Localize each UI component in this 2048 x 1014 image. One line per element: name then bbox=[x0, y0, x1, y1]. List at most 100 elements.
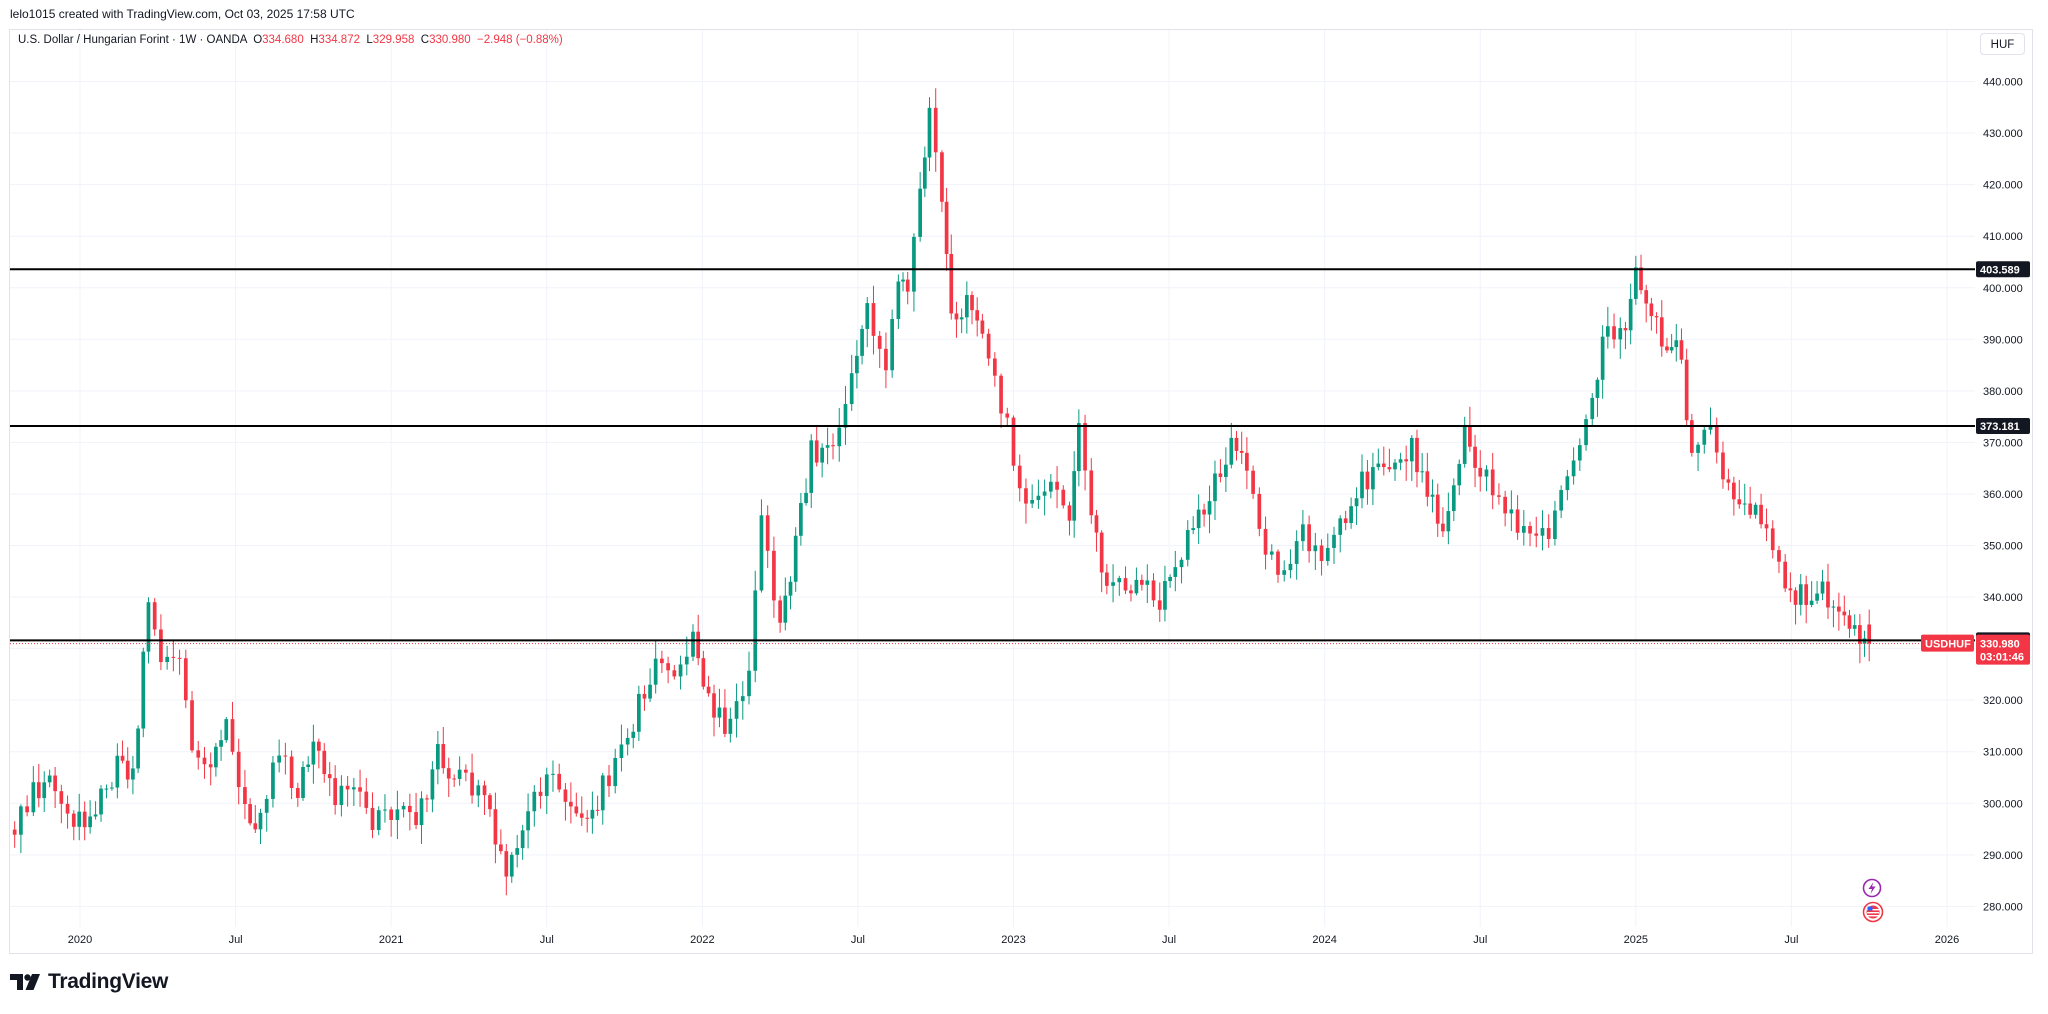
candle bbox=[19, 804, 23, 854]
candle-body bbox=[42, 782, 47, 799]
candle bbox=[1815, 581, 1819, 605]
legend-low-label: L bbox=[366, 34, 373, 46]
price-axis: 280.000290.000300.000310.000320.000330.0… bbox=[1983, 77, 2023, 914]
candle bbox=[1325, 533, 1330, 566]
candle bbox=[585, 809, 590, 833]
candle-body bbox=[358, 787, 362, 792]
candle-body bbox=[1534, 533, 1539, 536]
us-flag-icon[interactable] bbox=[1862, 901, 1884, 923]
candle bbox=[788, 576, 793, 610]
candle-body bbox=[1742, 503, 1747, 505]
candle bbox=[230, 701, 235, 755]
candle-body bbox=[569, 801, 573, 807]
candle bbox=[944, 187, 949, 271]
candle bbox=[653, 640, 658, 694]
candle bbox=[1721, 441, 1725, 489]
currency-button[interactable]: HUF bbox=[1980, 33, 2025, 55]
candle bbox=[574, 792, 579, 817]
candle bbox=[1689, 413, 1694, 457]
candle bbox=[1338, 515, 1343, 553]
candle bbox=[1457, 459, 1462, 496]
candle-body bbox=[1696, 444, 1700, 453]
x-tick-label: Jul bbox=[1162, 934, 1176, 946]
candle-body bbox=[999, 375, 1003, 414]
candle-body bbox=[295, 788, 300, 798]
candle bbox=[1490, 452, 1495, 510]
legend-high-label: H bbox=[310, 34, 319, 46]
candle bbox=[1332, 526, 1336, 564]
candle bbox=[1753, 502, 1758, 519]
candle-body bbox=[1319, 545, 1324, 562]
time-axis: 2020 Jul 2021 Jul 2022 Jul 2023 Jul 2024 Jul 2025 J… bbox=[68, 934, 1959, 946]
candle bbox=[922, 146, 927, 198]
candle bbox=[691, 624, 695, 662]
candle bbox=[1742, 483, 1747, 516]
candle bbox=[1234, 431, 1239, 461]
candle-body bbox=[544, 774, 549, 796]
candle bbox=[36, 763, 41, 808]
candle bbox=[219, 729, 223, 761]
chart-frame[interactable] bbox=[9, 29, 2033, 954]
candle-body bbox=[430, 769, 435, 800]
candle bbox=[1055, 466, 1059, 509]
candle-body bbox=[944, 201, 949, 254]
candle-body bbox=[1528, 525, 1532, 534]
candle bbox=[419, 791, 424, 844]
candle-body bbox=[1425, 471, 1430, 497]
candle bbox=[734, 683, 739, 738]
x-tick-label: 2026 bbox=[1935, 934, 1959, 946]
candle-body bbox=[849, 373, 854, 405]
candle bbox=[1263, 516, 1268, 570]
candle bbox=[740, 681, 745, 720]
candle-body bbox=[1157, 600, 1162, 610]
candle-body bbox=[691, 631, 695, 657]
candle bbox=[765, 505, 770, 569]
candle bbox=[82, 801, 87, 841]
candle bbox=[1173, 550, 1178, 592]
candle bbox=[71, 810, 76, 841]
candle-body bbox=[1826, 581, 1830, 608]
candle-body bbox=[219, 740, 223, 747]
candle-body bbox=[351, 787, 356, 790]
symbol-tag: USDHUF bbox=[1921, 634, 1974, 652]
candle-body bbox=[1017, 465, 1022, 489]
candle bbox=[1441, 507, 1445, 538]
candle bbox=[1696, 442, 1700, 472]
candle bbox=[723, 689, 727, 738]
candle bbox=[918, 171, 923, 242]
candle-body bbox=[595, 809, 600, 811]
tradingview-logo[interactable]: TradingView bbox=[10, 970, 168, 994]
candle-body bbox=[493, 809, 498, 845]
tradingview-logo-icon bbox=[10, 974, 40, 990]
candle-body bbox=[1105, 572, 1109, 586]
candle bbox=[538, 777, 543, 809]
candle bbox=[1842, 595, 1847, 626]
candle bbox=[1559, 485, 1564, 519]
candle-body bbox=[1553, 510, 1557, 539]
candle-body bbox=[1151, 580, 1156, 601]
candle-body bbox=[1360, 471, 1364, 499]
candle-body bbox=[1759, 504, 1763, 525]
candle-body bbox=[19, 806, 23, 835]
candle bbox=[648, 668, 652, 703]
candle bbox=[243, 769, 247, 820]
candle-body bbox=[1343, 518, 1348, 524]
lightning-icon[interactable] bbox=[1862, 878, 1882, 898]
candle bbox=[376, 806, 381, 836]
candle bbox=[753, 570, 758, 683]
chart-legend: U.S. Dollar / Hungarian Forint · 1W · OA… bbox=[18, 34, 563, 46]
candle-body bbox=[820, 447, 824, 463]
candle-body bbox=[772, 550, 776, 601]
candle bbox=[717, 688, 722, 728]
candle-body bbox=[901, 279, 905, 282]
candle-body bbox=[1633, 267, 1638, 299]
candle bbox=[940, 150, 944, 213]
candle bbox=[159, 614, 163, 671]
candle-body bbox=[414, 812, 418, 826]
candle-body bbox=[464, 769, 468, 773]
candle bbox=[1473, 434, 1477, 488]
candle bbox=[877, 331, 882, 369]
candle bbox=[1011, 415, 1016, 471]
candle-body bbox=[551, 773, 555, 775]
